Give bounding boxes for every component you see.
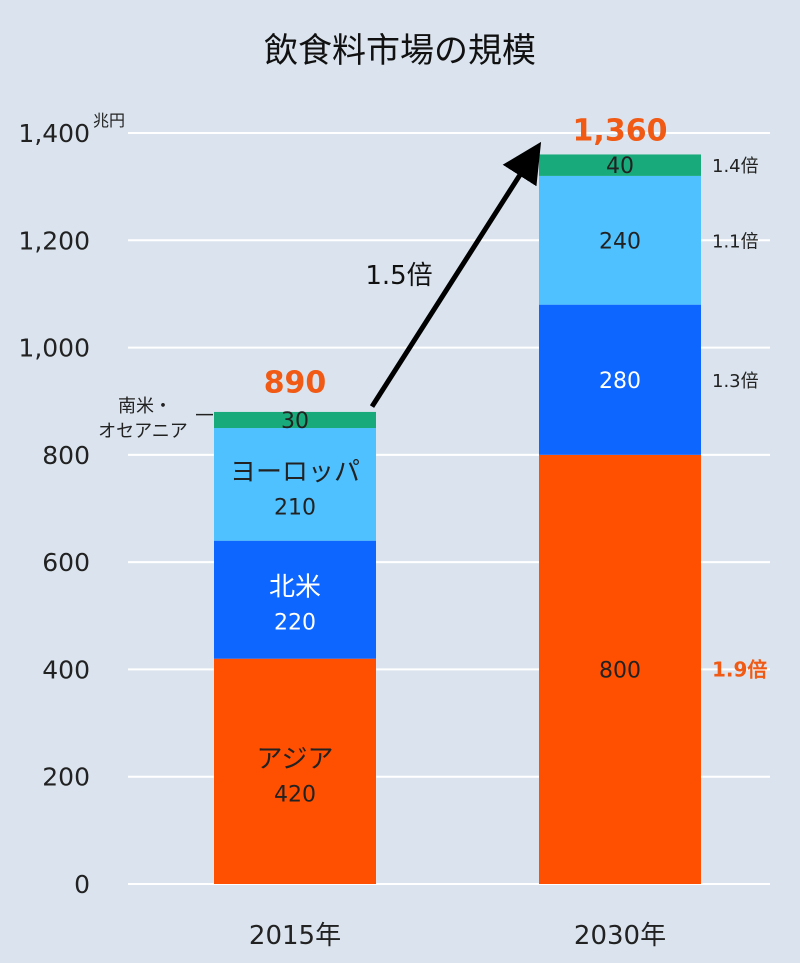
multiplier-label: 1.4倍 xyxy=(712,156,759,177)
data-label: 240 xyxy=(599,229,641,254)
bar-segment xyxy=(539,175,701,305)
bar-segment xyxy=(214,428,376,541)
data-label: 40 xyxy=(606,154,634,179)
x-axis: 2015年 2030年 xyxy=(249,921,666,951)
bar-segment xyxy=(539,454,701,884)
growth-arrow xyxy=(369,141,542,408)
y-tick-label: 1,400 xyxy=(18,119,90,148)
y-tick-label: 600 xyxy=(42,548,90,577)
total-label: 890 xyxy=(264,366,327,401)
data-label: 30 xyxy=(281,409,309,434)
data-label: 210 xyxy=(274,495,316,520)
series-label: 北米 xyxy=(269,573,321,603)
callout-label: 南米・ xyxy=(118,396,172,417)
y-tick-label: 1,200 xyxy=(18,226,90,255)
chart-title: 飲食料市場の規模 xyxy=(264,31,536,71)
series-label: ヨーロッパ xyxy=(230,457,360,487)
multiplier-label: 1.3倍 xyxy=(712,371,759,392)
data-label: 800 xyxy=(599,658,641,683)
bar-segment xyxy=(214,658,376,884)
y-tick-label: 800 xyxy=(42,441,90,470)
multiplier-label: 1.9倍 xyxy=(712,657,767,681)
data-label: 420 xyxy=(274,782,316,807)
y-tick-label: 0 xyxy=(74,870,90,899)
bar-segment xyxy=(539,304,701,455)
multiplier-label: 1.1倍 xyxy=(712,231,759,252)
x-tick-label: 2015年 xyxy=(249,921,341,951)
x-tick-label: 2030年 xyxy=(574,921,666,951)
bar-segment xyxy=(214,540,376,659)
series-label: アジア xyxy=(257,744,334,774)
total-label: 1,360 xyxy=(573,113,668,148)
bar-segment xyxy=(539,154,701,176)
y-tick-label: 400 xyxy=(42,655,90,684)
y-tick-label: 200 xyxy=(42,763,90,792)
growth-label: 1.5倍 xyxy=(365,261,432,291)
data-label: 220 xyxy=(274,611,316,636)
bar-segment xyxy=(214,411,376,429)
data-label: 280 xyxy=(599,369,641,394)
bars: アジア 420 北米 220 ヨーロッパ 210 30 890 800 280 240 40 1,360 xyxy=(214,113,701,884)
callout-label: オセアニア xyxy=(98,421,188,442)
y-axis: 0 200 400 600 800 1,000 1,200 1,400 xyxy=(18,119,90,899)
y-tick-label: 1,000 xyxy=(18,334,90,363)
y-axis-unit: 兆円 xyxy=(93,111,125,130)
